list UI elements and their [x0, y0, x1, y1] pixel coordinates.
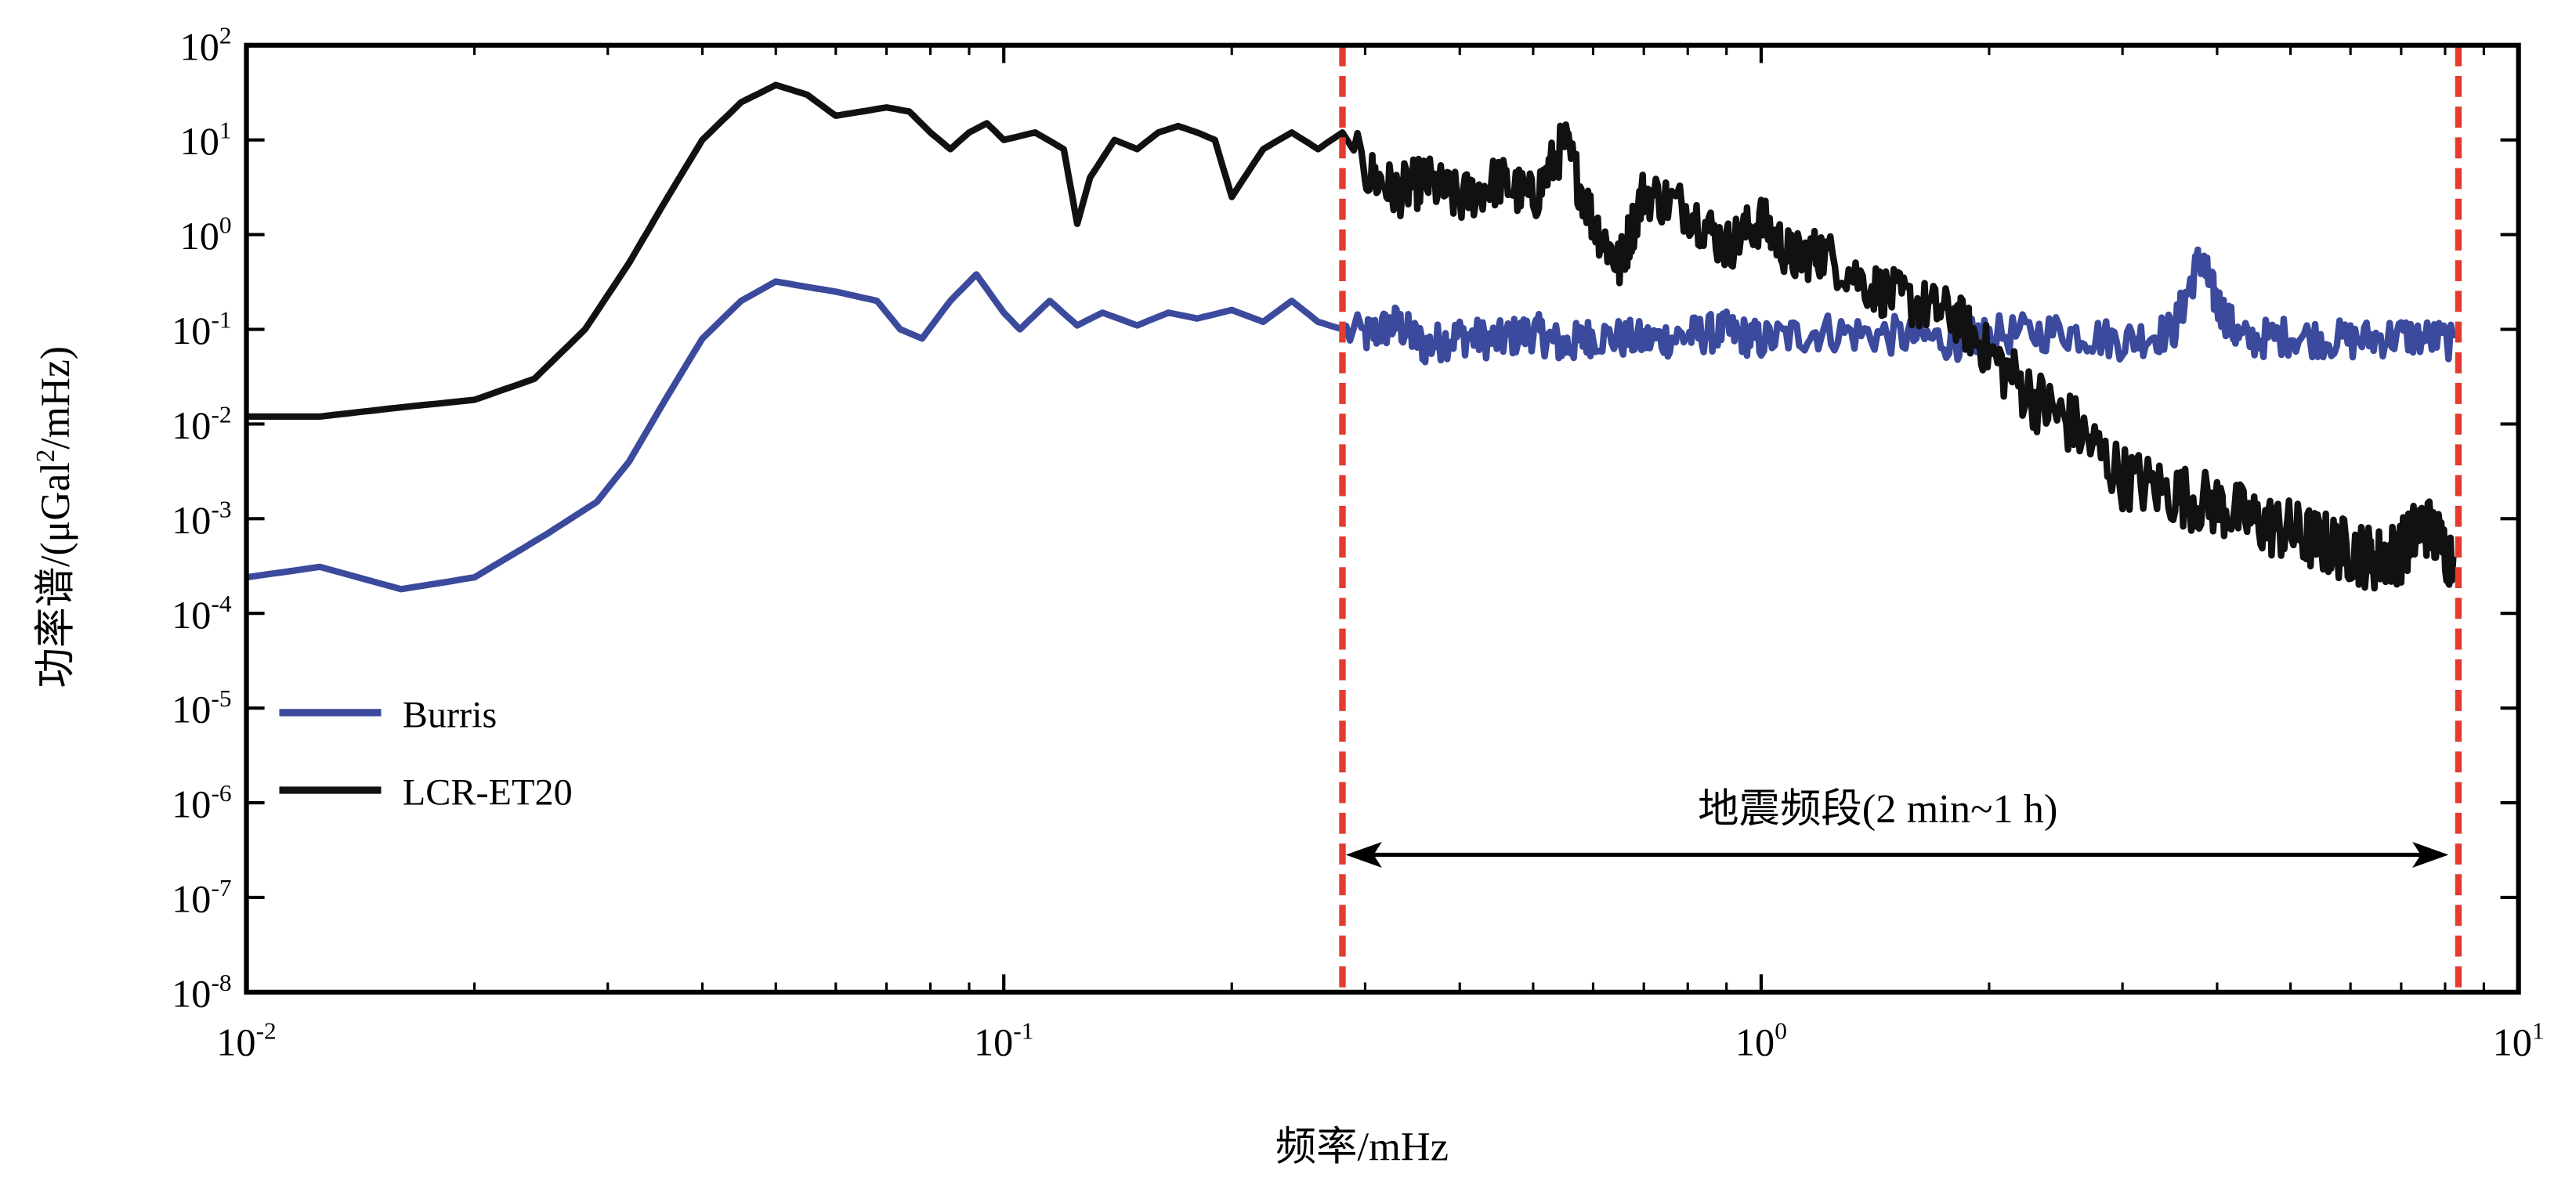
y-tick-exp: 0 — [219, 211, 232, 239]
y-tick-label: 102 — [180, 22, 232, 68]
x-tick-base: 10 — [1735, 1021, 1775, 1064]
band-annotation: 地震频段(2 min~1 h) — [1345, 788, 2449, 869]
y-tick-base: 10 — [172, 594, 211, 637]
x-tick-exp: -1 — [1013, 1017, 1033, 1045]
x-tick-label: 10-1 — [974, 1017, 1034, 1064]
y-tick-base: 10 — [180, 121, 219, 164]
y-tick-label: 10-2 — [172, 401, 232, 447]
y-tick-label: 101 — [180, 117, 232, 163]
y-tick-exp: -3 — [211, 495, 231, 522]
y-tick-base: 10 — [172, 309, 211, 352]
axis-ticks — [244, 43, 2520, 994]
y-tick-label: 10-7 — [172, 874, 232, 920]
x-tick-exp: 1 — [2532, 1017, 2545, 1045]
legend-label-lcr-et20: LCR-ET20 — [403, 772, 573, 814]
x-tick-label: 101 — [2493, 1017, 2545, 1064]
y-tick-base: 10 — [180, 215, 219, 258]
tick-labels: 10-2 10-1 100 10110210110010-110-210-310-41… — [172, 22, 2544, 1064]
y-axis-title: 功率谱/(μGal2/mHz) — [31, 346, 78, 688]
y-tick-label: 10-5 — [172, 684, 232, 731]
band-arrowhead-right — [2412, 842, 2449, 869]
x-tick-base: 10 — [974, 1021, 1013, 1064]
x-tick-exp: -2 — [256, 1017, 277, 1045]
y-tick-label: 100 — [180, 211, 232, 258]
legend-label-burris: Burris — [403, 695, 497, 736]
y-tick-exp: 2 — [219, 22, 232, 49]
y-axis-title-main: 功率谱/(μGal — [34, 462, 78, 688]
x-axis-title: 频率/mHz — [1275, 1125, 1449, 1170]
series-lines — [245, 81, 2457, 593]
y-tick-label: 10-4 — [172, 590, 232, 636]
band-markers — [1339, 45, 2462, 992]
y-tick-base: 10 — [172, 404, 211, 447]
x-tick-label: 10-2 — [216, 1017, 277, 1064]
band-arrowhead-left — [1345, 842, 1382, 869]
y-tick-base: 10 — [172, 973, 211, 1016]
y-tick-exp: -2 — [211, 401, 231, 428]
x-tick-exp: 0 — [1775, 1017, 1787, 1045]
y-tick-label: 10-6 — [172, 779, 232, 825]
y-tick-exp: -1 — [211, 306, 231, 334]
y-axis-title-tail: /mHz) — [34, 346, 78, 450]
y-tick-base: 10 — [172, 783, 211, 826]
series-line-lcr-et20 — [246, 81, 2457, 592]
x-tick-base: 10 — [2493, 1021, 2532, 1064]
y-tick-exp: -6 — [211, 779, 231, 807]
band-label: 地震频段(2 min~1 h) — [1698, 788, 2057, 832]
x-tick-base: 10 — [216, 1021, 255, 1064]
y-axis-title-sup: 2 — [31, 450, 60, 463]
y-tick-exp: 1 — [219, 117, 232, 144]
y-tick-label: 10-3 — [172, 495, 232, 541]
x-tick-label: 100 — [1735, 1017, 1787, 1064]
y-tick-base: 10 — [172, 688, 211, 731]
y-tick-exp: -7 — [211, 874, 231, 901]
y-tick-exp: -8 — [211, 969, 231, 996]
legend: Burris LCR-ET20 — [279, 695, 573, 814]
y-tick-base: 10 — [172, 878, 211, 921]
y-tick-label: 10-1 — [172, 306, 232, 352]
y-tick-exp: -4 — [211, 590, 232, 617]
y-tick-base: 10 — [172, 499, 211, 542]
y-tick-label: 10-8 — [172, 969, 232, 1015]
y-tick-exp: -5 — [211, 684, 231, 712]
y-tick-base: 10 — [180, 26, 219, 69]
series-line-burris — [245, 246, 2457, 593]
